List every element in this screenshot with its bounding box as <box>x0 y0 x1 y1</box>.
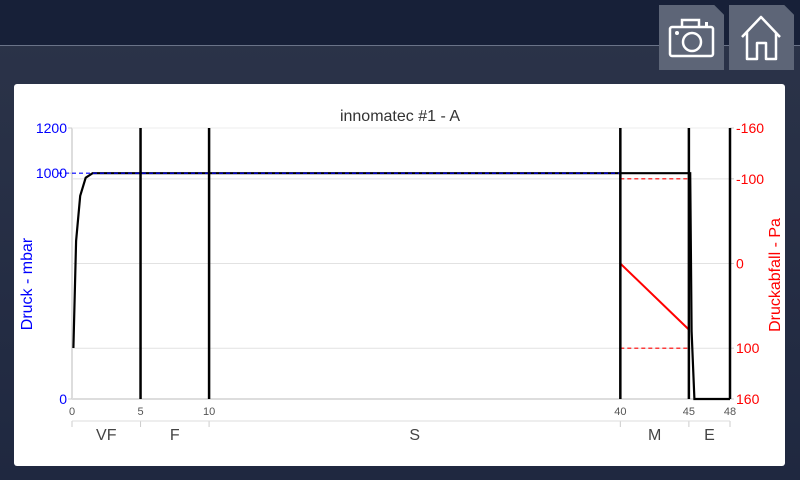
phase-label-E: E <box>704 427 715 444</box>
left-tick-label: 1200 <box>36 120 67 136</box>
phase-label-M: M <box>648 427 661 444</box>
screenshot-button[interactable] <box>659 5 724 70</box>
left-axis-label: Druck - mbar <box>19 237 36 330</box>
right-axis-label: Druckabfall - Pa <box>767 218 784 332</box>
x-tick-label: 10 <box>203 406 215 418</box>
right-tick-label: -160 <box>736 120 764 136</box>
phase-label-F: F <box>170 427 180 444</box>
home-button[interactable] <box>729 5 794 70</box>
right-tick-label: 100 <box>736 340 760 356</box>
phase-label-VF: VF <box>96 427 117 444</box>
x-tick-label: 40 <box>614 406 626 418</box>
chart-card: innomatec #1 - A Druck - mbar Druckabfal… <box>14 84 785 466</box>
left-tick-label: 0 <box>59 391 67 407</box>
right-tick-label: -100 <box>736 171 764 187</box>
right-tick-label: 0 <box>736 256 744 272</box>
camera-icon <box>668 18 715 58</box>
x-tick-label: 0 <box>69 406 75 418</box>
chart-title: innomatec #1 - A <box>340 108 460 125</box>
home-icon <box>741 15 781 61</box>
x-tick-label: 48 <box>724 406 736 418</box>
x-tick-label: 45 <box>683 406 695 418</box>
x-tick-label: 5 <box>137 406 143 418</box>
series-line-0 <box>72 172 730 401</box>
right-tick-label: 160 <box>736 391 760 407</box>
phase-label-S: S <box>409 427 420 444</box>
left-tick-label: 1000 <box>36 165 67 181</box>
series-line-2 <box>619 262 690 331</box>
pressure-chart: innomatec #1 - A Druck - mbar Druckabfal… <box>19 108 784 444</box>
